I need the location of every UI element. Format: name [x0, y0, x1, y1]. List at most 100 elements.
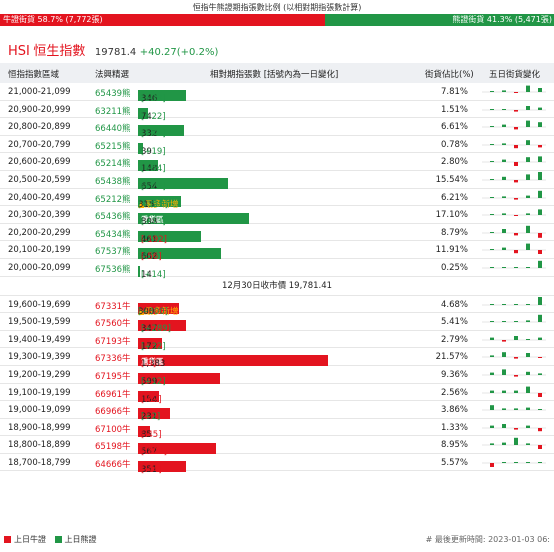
contracts-bar	[138, 265, 140, 277]
table-row[interactable]: 20,100-20,199 67537熊 602 [-56] 11.91%	[0, 241, 554, 262]
product-code-link[interactable]: 65436熊	[95, 212, 131, 223]
product-code-link[interactable]: 67193牛	[95, 336, 131, 347]
contracts-number: 351	[141, 464, 158, 475]
sparkline-bar	[538, 260, 542, 268]
sparkline-bar	[514, 250, 518, 254]
product-code-link[interactable]: 66440熊	[95, 124, 131, 135]
contracts-bar	[138, 460, 187, 472]
contracts-bar: 重貨區	[138, 213, 249, 225]
product-code-link[interactable]: 65198牛	[95, 442, 131, 453]
product-code-link[interactable]: 67560牛	[95, 319, 131, 330]
product-code-link[interactable]: 67100牛	[95, 424, 131, 435]
product-code-link[interactable]: 65214熊	[95, 159, 131, 170]
range-cell: 20,500-20,599	[8, 174, 71, 185]
daily-change: [+14]	[141, 269, 166, 280]
sparkline-bar	[490, 231, 494, 233]
share-percent: 7.81%	[440, 87, 468, 97]
range-cell: 19,200-19,299	[8, 369, 71, 380]
product-code-link[interactable]: 66966牛	[95, 407, 131, 418]
sparkline-bar	[514, 215, 518, 217]
sparkline-bar	[502, 390, 506, 393]
table-row[interactable]: 20,300-20,399 65436熊 重貨區 808 [+13] 17.10%	[0, 206, 554, 227]
sparkline-bar	[526, 139, 530, 145]
sparkline-bar	[538, 190, 542, 198]
table-row[interactable]: 20,700-20,799 65215熊 39 [+19] 0.78%	[0, 136, 554, 157]
table-row[interactable]: 20,200-20,299 65434熊 461 [-192] 8.79%	[0, 224, 554, 245]
product-code-link[interactable]: 64666牛	[95, 459, 131, 470]
table-row[interactable]: 18,900-18,999 67100牛 85 [-45] 1.33%	[0, 419, 554, 440]
table-row[interactable]: 20,400-20,499 65212熊 ▲最多新增 315 [+110] 6.21%	[0, 189, 554, 210]
daily-change: [+54]	[141, 164, 166, 175]
five-day-sparkline	[482, 314, 546, 323]
product-code-link[interactable]: 67336牛	[95, 354, 131, 365]
legend: 上日牛證 上日熊證	[4, 534, 97, 545]
table-row[interactable]: 20,800-20,899 66440熊 332 [+77] 6.61%	[0, 118, 554, 139]
contracts-number: 1,383	[141, 359, 166, 370]
contracts-number: 172	[141, 341, 158, 352]
contracts-number: 154	[141, 394, 158, 405]
five-day-sparkline	[482, 423, 546, 431]
sparkline-bar	[490, 178, 494, 180]
daily-change: [+19]	[141, 146, 166, 157]
sparkline-bar	[526, 320, 530, 323]
product-code-link[interactable]: 65212熊	[95, 194, 131, 205]
table-row[interactable]: 19,000-19,099 66966牛 231 [+2] 3.86%	[0, 401, 554, 422]
index-change: +40.27(+0.2%)	[139, 47, 219, 58]
sparkline-bar	[514, 427, 518, 430]
sparkline-bar	[514, 390, 518, 393]
sparkline-bar	[514, 374, 518, 377]
sparkline-bar	[526, 157, 530, 163]
table-row[interactable]: 18,800-18,899 65198牛 567 [-123] 8.95%	[0, 436, 554, 457]
product-code-link[interactable]: 65434熊	[95, 229, 131, 240]
sparkline-bar	[514, 179, 518, 183]
table-row[interactable]: 18,700-18,799 64666牛 351 [-44] 5.57%	[0, 454, 554, 475]
product-code-link[interactable]: 65215熊	[95, 141, 131, 152]
sparkline-bar	[502, 461, 506, 463]
product-code-link[interactable]: 63211熊	[95, 106, 131, 117]
sparkline-bar	[502, 408, 506, 411]
product-code-link[interactable]: 67195牛	[95, 371, 131, 382]
table-row[interactable]: 19,500-19,599 67560牛 347 [+289] 5.41%	[0, 313, 554, 334]
header-contracts: 相對期指張數 [括號內為一日變化]	[210, 70, 339, 80]
table-row[interactable]: 19,600-19,699 67331牛 ▲最多新增 300 [+300] 4.68%	[0, 296, 554, 317]
daily-change: [+12]	[141, 376, 166, 387]
contracts-number: 808	[141, 217, 158, 228]
product-code-link[interactable]: 67536熊	[95, 264, 131, 275]
product-code-link[interactable]: 65438熊	[95, 176, 131, 187]
sparkline-bar	[502, 339, 506, 342]
daily-change: [+300]	[138, 306, 168, 317]
share-percent: 9.36%	[440, 369, 468, 380]
table-row[interactable]: 19,200-19,299 67195牛 599 [+12] 9.36%	[0, 366, 554, 387]
contracts-number: 461	[141, 234, 158, 245]
bull-rows: 19,600-19,699 67331牛 ▲最多新增 300 [+300] 4.68%…	[0, 296, 554, 475]
bull-legend-swatch	[4, 536, 11, 543]
range-cell: 20,400-20,499	[8, 192, 71, 203]
table-row[interactable]: 19,400-19,499 67193牛 172 [+32] 2.79%	[0, 331, 554, 352]
table-row[interactable]: 20,900-20,999 63211熊 74 [+22] 1.51%	[0, 101, 554, 122]
product-code-link[interactable]: 66961牛	[95, 389, 131, 400]
contracts-bar	[138, 248, 221, 260]
sparkline-bar	[502, 176, 506, 180]
table-row[interactable]: 19,300-19,399 67336牛 重貨區 1,383 [-9] 21.57%	[0, 348, 554, 369]
table-row[interactable]: 21,000-21,099 65439熊 346 [+39] 7.81%	[0, 83, 554, 104]
range-cell: 19,400-19,499	[8, 334, 71, 345]
sparkline-bar	[538, 296, 542, 305]
table-row[interactable]: 20,500-20,599 65438熊 654 [+23] 15.54%	[0, 171, 554, 192]
product-code-link[interactable]: 67331牛	[95, 301, 131, 312]
sparkline-bar	[526, 425, 530, 428]
table-row[interactable]: 20,000-20,099 67536熊 14 [+14] 0.25%	[0, 259, 554, 280]
sparkline-bar	[490, 249, 494, 251]
table-row[interactable]: 19,100-19,199 66961牛 154 [-87] 2.56%	[0, 384, 554, 405]
contracts-number: 300	[138, 306, 155, 317]
sparkline-bar	[526, 243, 530, 251]
bear-legend-label: 上日熊證	[64, 535, 97, 544]
daily-change: [+2]	[141, 412, 161, 423]
sparkline-bar	[490, 126, 494, 128]
five-day-sparkline	[482, 296, 546, 305]
product-code-link[interactable]: 67537熊	[95, 247, 131, 258]
five-day-sparkline	[482, 139, 546, 148]
five-day-sparkline	[482, 85, 546, 93]
table-row[interactable]: 20,600-20,699 65214熊 148 [+54] 2.80%	[0, 153, 554, 174]
five-day-sparkline	[482, 190, 546, 200]
product-code-link[interactable]: 65439熊	[95, 89, 131, 99]
